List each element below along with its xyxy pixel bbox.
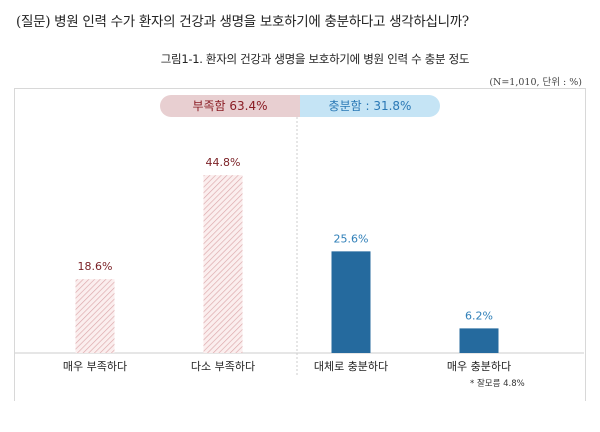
data-label-1: 18.6% xyxy=(78,260,113,273)
bar-2 xyxy=(203,175,243,353)
data-label-2: 44.8% xyxy=(206,156,241,169)
category-label-4: 매우 충분하다 xyxy=(447,359,511,373)
sufficient-group-pill: 충분함 : 31.8% xyxy=(300,95,440,117)
bar-4 xyxy=(459,328,499,353)
category-label-1: 매우 부족하다 xyxy=(63,359,127,373)
category-label-2: 다소 부족하다 xyxy=(191,359,255,373)
chart-title: 그림1-1. 환자의 건강과 생명을 보호하기에 병원 인력 수 충분 정도 xyxy=(160,52,470,66)
data-label-3: 25.6% xyxy=(334,232,369,245)
data-label-4: 6.2% xyxy=(465,309,493,322)
category-label-3: 대체로 충분하다 xyxy=(314,359,388,373)
sample-note: (N=1,010, 단위 : %) xyxy=(489,77,582,88)
footnote: * 잘모름 4.8% xyxy=(470,379,525,389)
insufficient-group-pill: 부족함 63.4% xyxy=(160,95,300,117)
bar-1 xyxy=(75,279,115,353)
bar-3 xyxy=(331,251,371,353)
chart-frame xyxy=(14,88,586,401)
question-text: (질문) 병원 인력 수가 환자의 건강과 생명을 보호하기에 충분하다고 생각… xyxy=(16,14,469,30)
